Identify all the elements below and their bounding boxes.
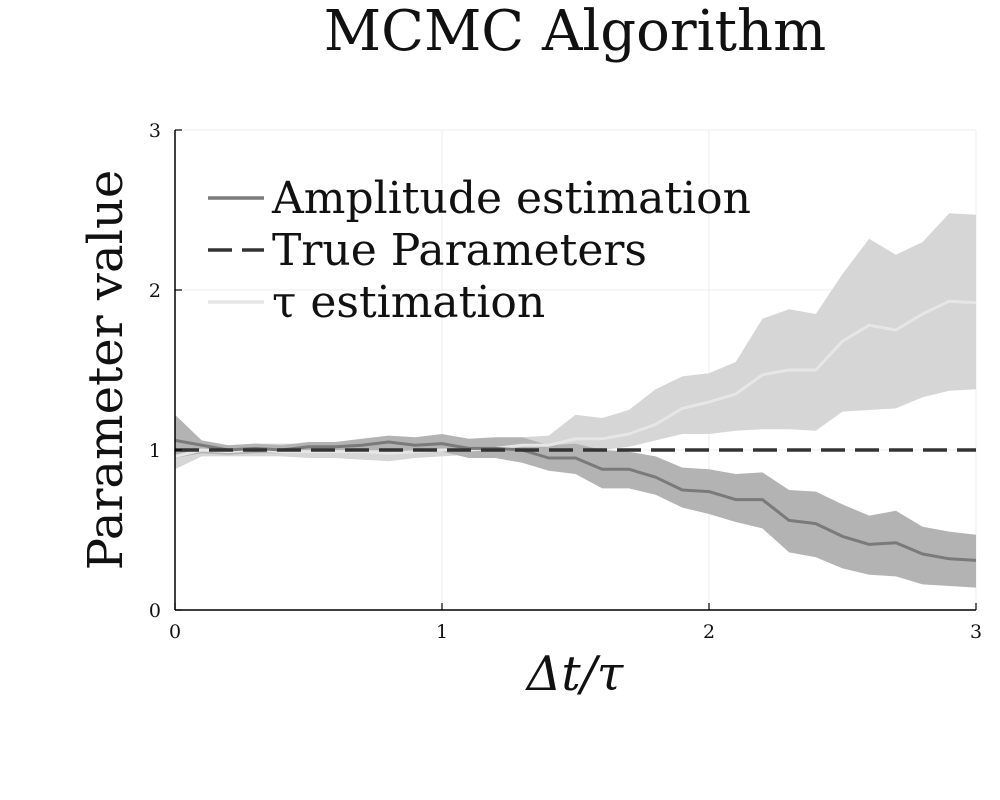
x-tick-label: 1 — [436, 621, 448, 643]
x-tick-label: 3 — [970, 621, 982, 643]
x-tick-label: 2 — [703, 621, 715, 643]
tau-estimation-line — [174, 299, 977, 458]
amplitude-confidence-band — [175, 414, 976, 588]
legend-true-parameters-label: True Parameters — [272, 225, 647, 276]
axes — [174, 129, 977, 611]
legend-amplitude-label: Amplitude estimation — [271, 173, 751, 224]
y-tick-label: 3 — [149, 120, 161, 142]
confidence-bands — [175, 213, 976, 588]
tau-confidence-band — [175, 213, 976, 470]
y-tick-label: 1 — [149, 440, 161, 462]
legend-tau-label: τ estimation — [272, 277, 545, 328]
y-tick-label: 2 — [149, 280, 161, 302]
amplitude-estimation-line — [174, 438, 977, 562]
series-lines — [174, 299, 977, 562]
x-axis-label: Δt/τ — [525, 646, 625, 702]
y-axis-label: Parameter value — [78, 170, 134, 571]
tick-labels: 0 1 2 3 0 1 2 3 — [149, 120, 982, 643]
chart-title: MCMC Algorithm — [324, 0, 826, 64]
x-tick-label: 0 — [169, 621, 181, 643]
y-tick-label: 0 — [149, 600, 161, 622]
